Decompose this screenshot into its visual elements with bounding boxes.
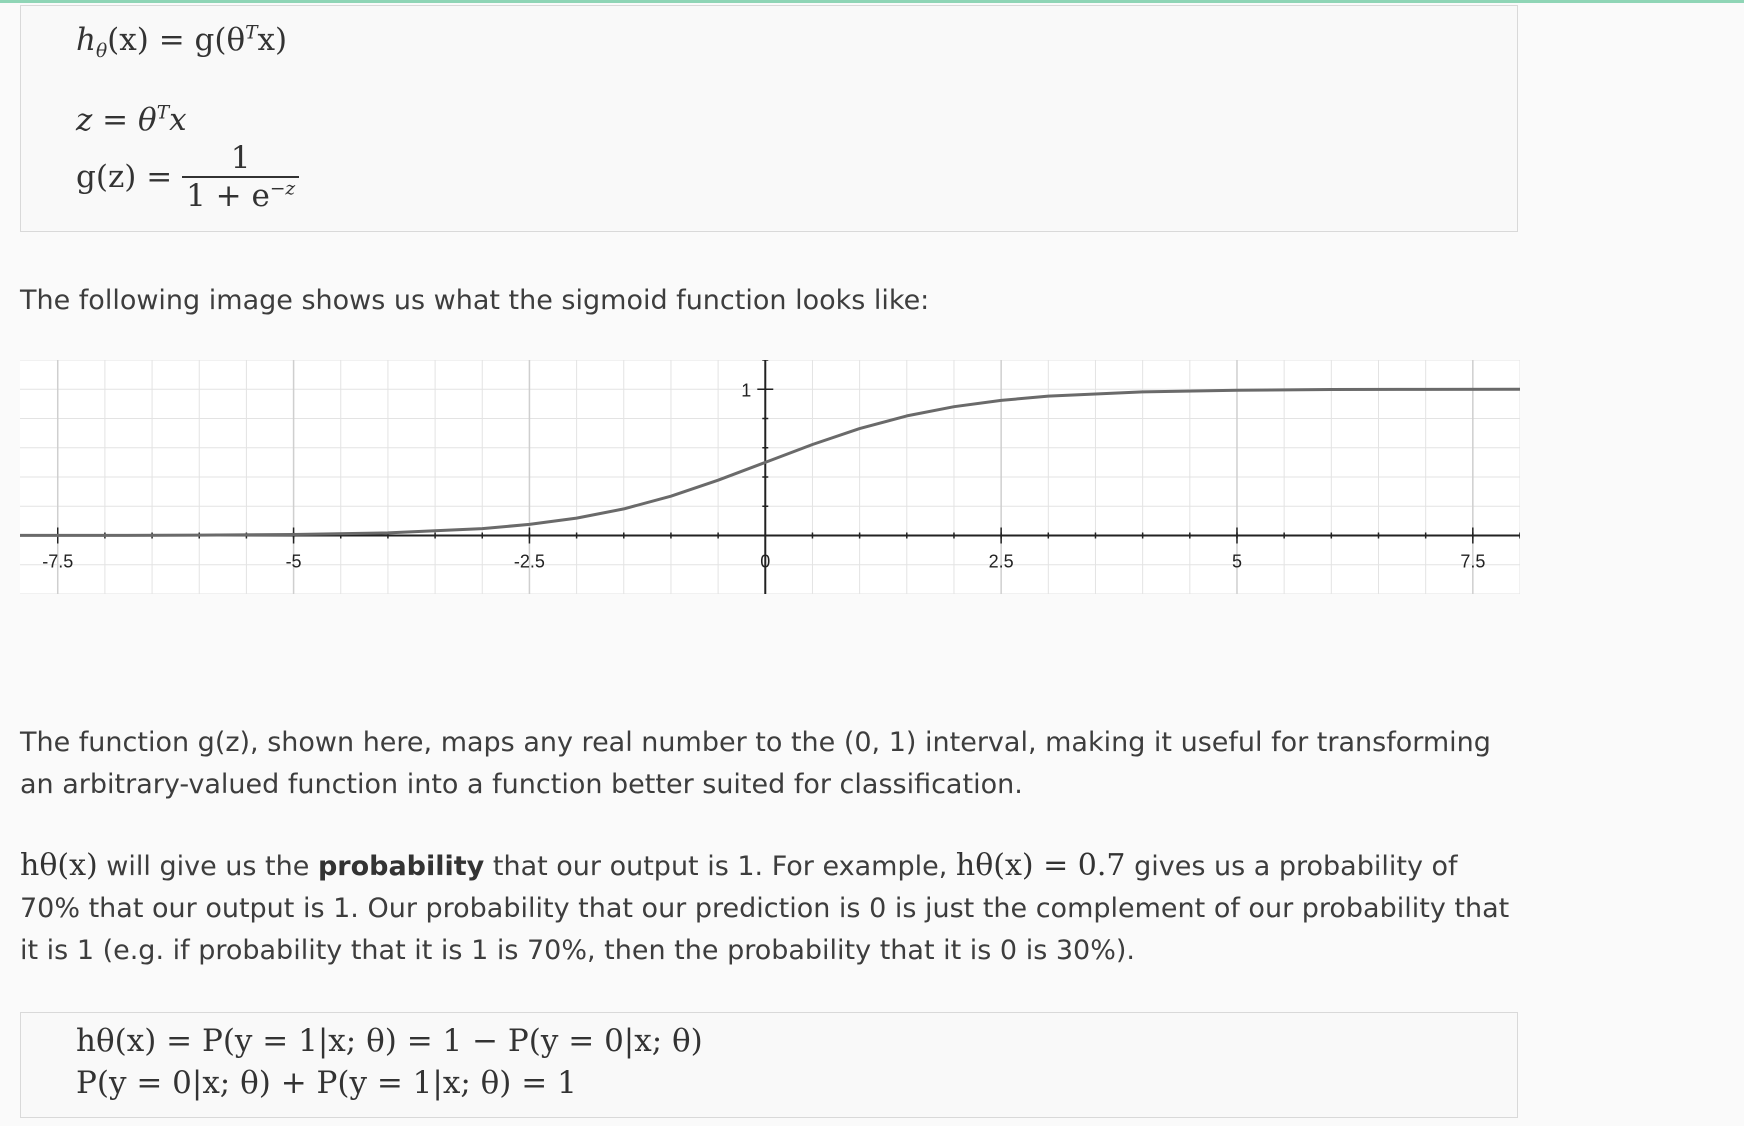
para2-text-b: that our output is 1. For example, [484, 851, 956, 882]
equation-hypothesis: hθ(x) = g(θTx) [76, 22, 287, 62]
x-tick-label: 7.5 [1460, 552, 1485, 572]
y-tick-label: 1 [741, 380, 751, 400]
eq-z-end: x [169, 102, 187, 138]
equation-box-sigmoid: hθ(x) = g(θTx) z = θTx g(z) = 1 1 + e−z [20, 5, 1518, 232]
sigmoid-chart: -7.5 -5 -2.5 0 2.5 5 7.5 1 [20, 360, 1520, 594]
x-tick-label: 2.5 [989, 552, 1014, 572]
x-tick-label: 0 [760, 552, 770, 572]
paragraph-probability: hθ(x) will give us the probability that … [20, 845, 1520, 972]
eq-g-den-exp: −z [269, 178, 296, 200]
eq-hyp-sup: T [245, 22, 258, 44]
para2-bold: probability [317, 851, 485, 882]
equation-prob-line2: P(y = 0|x; θ) + P(y = 1|x; θ) = 1 [76, 1065, 577, 1101]
math-hypothesis-inline: hθ(x) [20, 848, 98, 883]
x-tick-label: -7.5 [42, 552, 73, 572]
para2-text-a: will give us the [97, 851, 318, 882]
eq-g-numerator: 1 [230, 140, 251, 176]
equation-z: z = θTx [76, 102, 187, 138]
sigmoid-curve [20, 387, 1520, 537]
equation-box-probability: hθ(x) = P(y = 1|x; θ) = 1 − P(y = 0|x; θ… [20, 1012, 1518, 1118]
eq-z-sup: T [156, 102, 170, 124]
eq-hyp-end: x) [257, 22, 288, 58]
equation-g: g(z) = 1 1 + e−z [76, 140, 300, 214]
eq-g-lhs: g(z) = [76, 159, 173, 195]
eq-g-fraction: 1 1 + e−z [182, 140, 300, 214]
eq-g-den-base: 1 + e [186, 178, 270, 214]
eq-g-denominator: 1 + e−z [182, 176, 300, 214]
x-tick-label: 5 [1232, 552, 1242, 572]
top-accent-line [0, 0, 1744, 3]
para2-text-c: gives us a probability of 70% that our o… [20, 851, 1510, 966]
intro-text: The following image shows us what the si… [20, 285, 930, 316]
equation-prob-line1: hθ(x) = P(y = 1|x; θ) = 1 − P(y = 0|x; θ… [76, 1023, 703, 1059]
math-example-inline: hθ(x) = 0.7 [955, 848, 1126, 883]
eq-z-lhs: z = θ [76, 102, 157, 138]
paragraph-sigmoid-description: The function g(z), shown here, maps any … [20, 727, 1491, 800]
x-tick-label: -2.5 [514, 552, 545, 572]
eq-hyp-rest: (x) = g(θ [107, 22, 246, 58]
eq-theta-sub: θ [95, 41, 108, 63]
eq-h: h [76, 22, 96, 58]
x-tick-label: -5 [286, 552, 302, 572]
